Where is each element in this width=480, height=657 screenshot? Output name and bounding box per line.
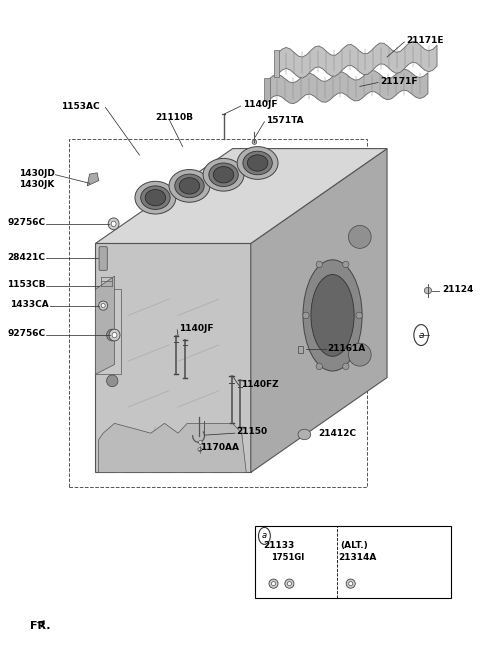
Ellipse shape [145,189,166,206]
Ellipse shape [107,375,118,387]
Polygon shape [98,423,246,472]
Text: 1430JD: 1430JD [19,169,55,178]
Polygon shape [96,289,121,374]
Text: 21171E: 21171E [406,36,444,45]
Ellipse shape [346,579,355,588]
Polygon shape [96,148,387,244]
Text: 1571TA: 1571TA [266,116,304,125]
Ellipse shape [252,140,257,145]
Text: 21412C: 21412C [318,428,356,438]
Ellipse shape [247,155,268,171]
Ellipse shape [285,579,294,588]
Ellipse shape [135,181,176,214]
Text: 28421C: 28421C [8,253,46,261]
Ellipse shape [343,261,349,267]
Polygon shape [96,244,251,472]
Ellipse shape [169,170,210,202]
Ellipse shape [198,447,202,451]
Polygon shape [251,148,387,472]
Ellipse shape [107,329,118,341]
Text: a: a [262,532,267,541]
Text: 21110B: 21110B [156,114,193,122]
Ellipse shape [298,429,311,440]
Ellipse shape [316,261,323,267]
Ellipse shape [213,167,234,183]
Text: 1430JK: 1430JK [19,180,55,189]
Text: 1153AC: 1153AC [61,102,100,110]
Ellipse shape [141,186,170,210]
Text: 1140JF: 1140JF [179,324,214,333]
Polygon shape [96,276,115,374]
Text: 1751GI: 1751GI [271,553,304,562]
Ellipse shape [269,579,278,588]
Ellipse shape [108,218,119,230]
Ellipse shape [101,304,105,307]
Ellipse shape [356,312,362,319]
Ellipse shape [199,440,202,444]
Polygon shape [278,41,437,78]
Ellipse shape [237,147,278,179]
Ellipse shape [203,158,244,191]
Text: 1140FZ: 1140FZ [241,380,278,389]
Text: (ALT.): (ALT.) [341,541,369,550]
FancyBboxPatch shape [99,247,107,270]
Ellipse shape [109,329,120,341]
Text: 21150: 21150 [236,427,267,436]
Text: 1140JF: 1140JF [242,101,277,109]
Ellipse shape [348,581,353,585]
Ellipse shape [343,363,349,370]
Text: 21161A: 21161A [327,344,365,353]
Bar [255,526,451,598]
Text: 21171F: 21171F [380,77,418,85]
Text: a: a [419,330,424,340]
Polygon shape [264,78,270,101]
Bar [69,139,367,487]
Polygon shape [269,69,428,104]
Ellipse shape [316,363,323,370]
Text: 1153CB: 1153CB [7,280,46,289]
Ellipse shape [303,260,362,371]
Polygon shape [275,51,279,77]
Ellipse shape [348,225,371,248]
Ellipse shape [209,163,238,187]
Ellipse shape [179,177,200,194]
Ellipse shape [175,174,204,198]
Ellipse shape [243,151,272,175]
Ellipse shape [111,221,116,227]
Ellipse shape [98,301,108,310]
Ellipse shape [112,332,117,338]
Ellipse shape [311,275,354,356]
Ellipse shape [288,581,291,585]
Ellipse shape [348,343,371,366]
Text: 1433CA: 1433CA [10,300,48,309]
Ellipse shape [424,287,432,294]
Text: 1170AA: 1170AA [200,443,239,452]
Bar [298,346,303,353]
Ellipse shape [303,312,309,319]
Text: 21314A: 21314A [338,553,376,562]
Text: 92756C: 92756C [7,218,46,227]
Ellipse shape [272,581,276,585]
Text: 21133: 21133 [264,541,295,550]
Polygon shape [87,173,98,186]
Text: FR.: FR. [31,621,51,631]
Text: 21124: 21124 [443,284,474,294]
Text: 92756C: 92756C [7,329,46,338]
